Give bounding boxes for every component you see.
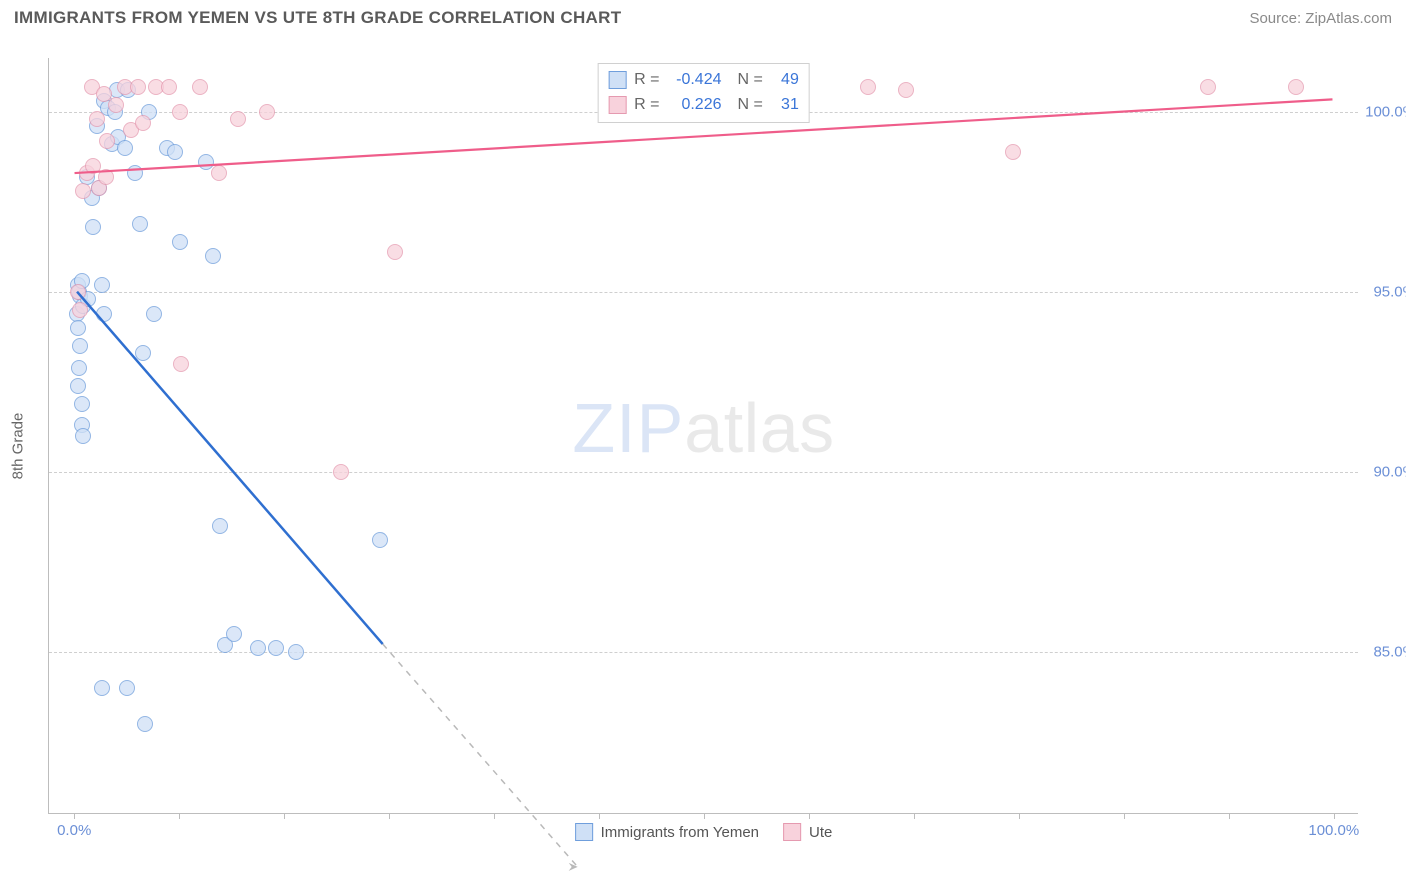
y-tick-label: 90.0%: [1373, 464, 1406, 481]
x-tick: [179, 813, 180, 819]
x-tick: [1124, 813, 1125, 819]
legend-label: Immigrants from Yemen: [601, 824, 759, 841]
source-attribution: Source: ZipAtlas.com: [1249, 10, 1392, 27]
x-tick: [494, 813, 495, 819]
stats-legend-row: R = -0.424 N = 49: [608, 68, 799, 93]
legend-swatch: [608, 96, 626, 114]
chart-title: IMMIGRANTS FROM YEMEN VS UTE 8TH GRADE C…: [14, 8, 621, 28]
legend-swatch: [575, 823, 593, 841]
legend-label: Ute: [809, 824, 832, 841]
legend-r-key: R =: [634, 93, 659, 118]
series-legend: Immigrants from Yemen Ute: [575, 823, 833, 841]
legend-r-value: -0.424: [668, 68, 722, 93]
trend-line: [77, 292, 383, 644]
trend-lines-layer: [49, 58, 1358, 813]
legend-swatch: [608, 71, 626, 89]
legend-item: Immigrants from Yemen: [575, 823, 759, 841]
x-tick-label: 100.0%: [1308, 822, 1359, 839]
y-axis-title: 8th Grade: [10, 413, 27, 480]
y-tick-label: 100.0%: [1365, 104, 1406, 121]
y-tick-label: 85.0%: [1373, 644, 1406, 661]
stats-legend: R = -0.424 N = 49 R = 0.226 N = 31: [597, 63, 810, 123]
y-tick-label: 95.0%: [1373, 284, 1406, 301]
legend-n-key: N =: [738, 93, 763, 118]
trend-line: [383, 644, 578, 867]
x-tick: [704, 813, 705, 819]
legend-n-value: 31: [771, 93, 799, 118]
trend-arrowhead: [569, 863, 578, 871]
stats-legend-row: R = 0.226 N = 31: [608, 93, 799, 118]
x-tick-label: 0.0%: [57, 822, 91, 839]
x-tick: [74, 813, 75, 819]
legend-n-key: N =: [738, 68, 763, 93]
legend-r-value: 0.226: [668, 93, 722, 118]
x-tick: [284, 813, 285, 819]
legend-n-value: 49: [771, 68, 799, 93]
x-tick: [599, 813, 600, 819]
x-tick: [389, 813, 390, 819]
scatter-chart: ZIPatlas R =-0.424N =49R =0.226N =31 Imm…: [48, 58, 1358, 814]
legend-swatch: [783, 823, 801, 841]
x-tick: [1334, 813, 1335, 819]
legend-r-key: R =: [634, 68, 659, 93]
x-tick: [914, 813, 915, 819]
plot-area: ZIPatlas R =-0.424N =49R =0.226N =31 Imm…: [48, 58, 1358, 814]
x-tick: [1019, 813, 1020, 819]
x-tick: [1229, 813, 1230, 819]
x-tick: [809, 813, 810, 819]
legend-item: Ute: [783, 823, 832, 841]
